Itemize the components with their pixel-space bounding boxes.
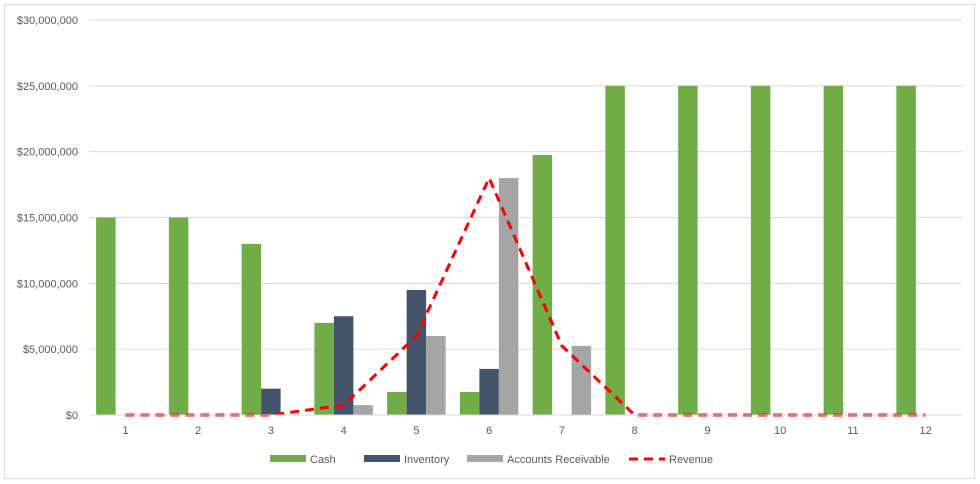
y-tick-label: $0 [66,410,78,422]
legend-item-revenue: Revenue [629,454,713,466]
inventory-bar [406,289,427,415]
legend-item-accounts-receivable: Accounts Receivable [467,454,610,466]
x-axis-tick-labels: 1 2 3 4 5 6 7 8 9 10 11 12 [122,425,931,437]
accounts-receivable-bar [571,345,592,415]
x-tick-label: 7 [559,425,565,437]
legend-swatch-cash [270,455,306,462]
inventory-bar [333,316,354,415]
cash-bar [96,217,116,415]
cash-bar [823,85,844,415]
y-tick-label: $10,000,000 [17,278,78,290]
legend: Cash Inventory Accounts Receivable Revenue [270,454,713,466]
x-tick-label: 5 [413,425,419,437]
y-tick-label: $20,000,000 [17,147,78,159]
legend-item-cash: Cash [270,454,336,466]
accounts-receivable-bar [426,336,446,415]
legend-item-inventory: Inventory [364,454,450,466]
cash-bar [241,243,262,415]
y-axis-tick-labels: $0 $5,000,000 $10,000,000 $15,000,000 $20,00… [17,15,78,422]
legend-label-inventory: Inventory [404,454,450,466]
legend-label-cash: Cash [310,454,336,466]
x-tick-label: 9 [704,425,710,437]
legend-swatch-accounts-receivable [467,455,503,462]
y-tick-label: $15,000,000 [17,213,78,225]
cash-bar [678,85,698,415]
cash-bar [168,217,189,415]
accounts-receivable-bar [498,178,519,415]
gridlines [89,19,962,350]
x-tick-label: 2 [195,425,201,437]
cash-bar [750,85,771,415]
inventory-bar [479,368,499,415]
x-tick-label: 1 [122,425,128,437]
y-tick-label: $25,000,000 [17,81,78,93]
bars [96,85,916,416]
legend-swatch-inventory [364,455,400,462]
x-tick-label: 8 [632,425,638,437]
accounts-receivable-bar [353,405,373,415]
y-tick-label: $5,000,000 [23,344,78,356]
x-tick-label: 3 [268,425,274,437]
y-tick-label: $30,000,000 [17,15,78,27]
cash-bar [314,322,334,415]
cash-bar [532,154,553,416]
legend-label-accounts-receivable: Accounts Receivable [507,454,610,466]
x-tick-label: 11 [847,425,858,437]
x-tick-label: 4 [341,425,347,437]
x-tick-label: 12 [920,425,932,437]
inventory-bar [261,388,281,415]
cash-bar [896,85,916,415]
x-tick-label: 6 [486,425,492,437]
cash-bar [387,391,407,415]
legend-label-revenue: Revenue [669,454,713,466]
cash-bar [605,85,625,415]
cash-bar [459,391,480,415]
x-tick-label: 10 [774,425,786,437]
